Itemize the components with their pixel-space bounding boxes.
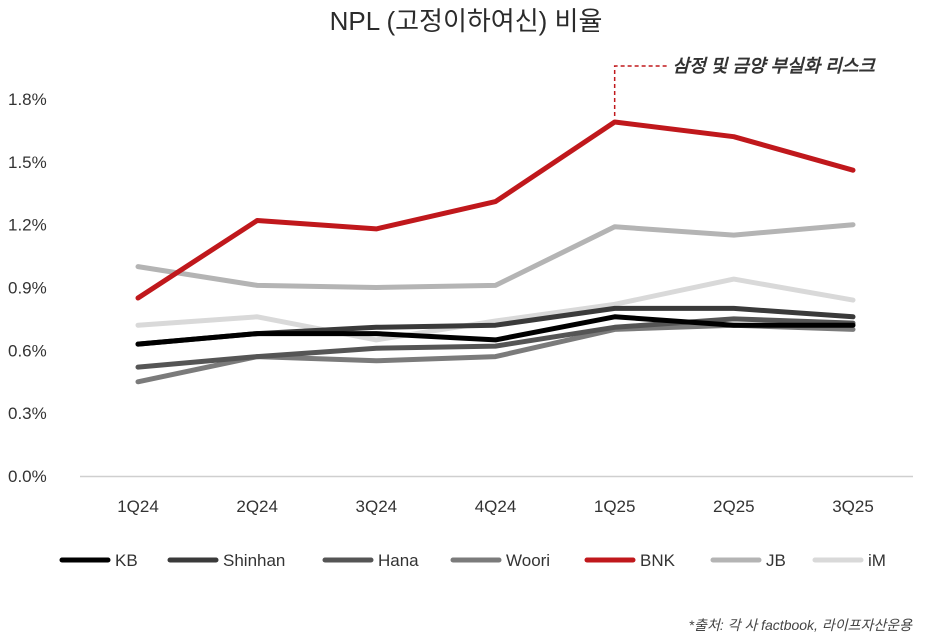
x-tick-label: 4Q24 <box>475 497 517 516</box>
legend-label: Woori <box>506 551 550 570</box>
x-axis: 1Q24 2Q24 3Q24 4Q24 1Q25 2Q25 3Q25 <box>117 497 874 516</box>
annotation: 삼정 및 금양 부실화 리스크 <box>613 56 877 117</box>
x-tick-label: 3Q24 <box>356 497 398 516</box>
y-tick-label: 1.5% <box>8 153 47 172</box>
source-note: *출처: 각 사 factbook, 라이프자산운용 <box>689 617 914 633</box>
y-tick-label: 0.6% <box>8 341 47 360</box>
chart-title: NPL (고정이하여신) 비율 <box>330 6 603 36</box>
x-tick-label: 3Q25 <box>832 497 874 516</box>
y-tick-label: 1.8% <box>8 90 47 109</box>
y-tick-label: 0.3% <box>8 404 47 423</box>
series-line-kb <box>135 314 856 347</box>
y-tick-label: 0.9% <box>8 279 47 298</box>
legend-label: KB <box>115 551 138 570</box>
y-tick-label: 0.0% <box>8 467 47 486</box>
y-axis: 0.0% 0.3% 0.6% 0.9% 1.2% 1.5% 1.8% <box>8 90 47 486</box>
annotation-leader-line <box>613 65 667 117</box>
x-tick-label: 2Q24 <box>236 497 278 516</box>
y-tick-label: 1.2% <box>8 216 47 235</box>
series-lines <box>135 119 856 385</box>
legend-label: Shinhan <box>223 551 285 570</box>
legend: KB Shinhan Hana Woori BNK JB iM <box>59 551 886 570</box>
x-tick-label: 1Q24 <box>117 497 159 516</box>
series-line-bnk <box>135 119 856 301</box>
x-tick-label: 1Q25 <box>594 497 636 516</box>
series-line-hana <box>135 316 856 370</box>
series-line-jb <box>135 222 856 290</box>
annotation-text: 삼정 및 금양 부실화 리스크 <box>673 56 877 76</box>
x-tick-label: 2Q25 <box>713 497 755 516</box>
legend-label: JB <box>766 551 786 570</box>
legend-label: Hana <box>378 551 419 570</box>
legend-label: BNK <box>640 551 676 570</box>
legend-label: iM <box>868 551 886 570</box>
series-line-im <box>135 276 856 343</box>
